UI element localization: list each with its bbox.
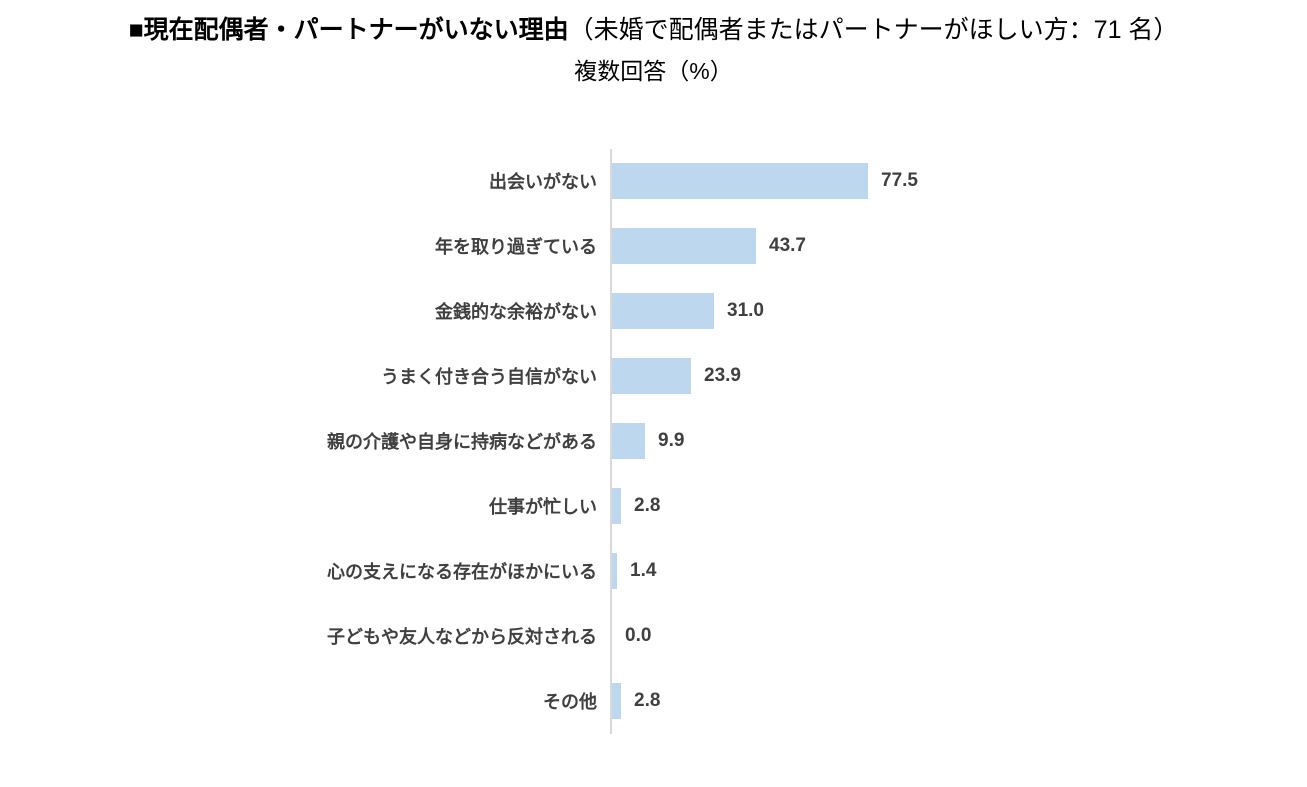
- chart-row: うまく付き合う自信がない 23.9: [238, 343, 1248, 409]
- chart-row: 年を取り過ぎている 43.7: [238, 213, 1248, 279]
- bar: [612, 423, 645, 460]
- bar: [612, 488, 621, 525]
- bar-area: 1.4: [610, 538, 1248, 604]
- value-label: 43.7: [769, 235, 806, 257]
- value-label: 77.5: [881, 170, 918, 192]
- category-label: 仕事が忙しい: [489, 497, 597, 518]
- bar: [612, 163, 868, 200]
- category-label: 出会いがない: [489, 172, 597, 193]
- value-label: 31.0: [727, 300, 764, 322]
- bar-area: 23.9: [610, 343, 1248, 409]
- category-label: 親の介護や自身に持病などがある: [327, 432, 597, 453]
- category-label: 年を取り過ぎている: [435, 237, 597, 258]
- chart-header: ■現在配偶者・パートナーがいない理由（未婚で配偶者またはパートナーがほしい方：7…: [0, 0, 1307, 87]
- chart-row: 金銭的な余裕がない 31.0: [238, 278, 1248, 344]
- chart-row: その他 2.8: [238, 668, 1248, 734]
- chart-row: 出会いがない 77.5: [238, 148, 1248, 214]
- category-label: その他: [543, 692, 597, 713]
- bar-chart: 出会いがない 77.5 年を取り過ぎている 43.7 金銭的な余裕がない 31.…: [238, 148, 1248, 734]
- bar-area: 31.0: [610, 278, 1248, 344]
- chart-row: 子どもや友人などから反対される 0.0: [238, 603, 1248, 669]
- category-label: うまく付き合う自信がない: [381, 367, 597, 388]
- chart-row: 親の介護や自身に持病などがある 9.9: [238, 408, 1248, 474]
- value-label: 2.8: [634, 690, 661, 712]
- chart-row: 仕事が忙しい 2.8: [238, 473, 1248, 539]
- category-label: 心の支えになる存在がほかにいる: [327, 562, 597, 583]
- bar: [612, 683, 621, 720]
- bar: [612, 228, 756, 265]
- chart-title-main: ■現在配偶者・パートナーがいない理由: [128, 16, 569, 44]
- value-label: 2.8: [634, 495, 661, 517]
- value-label: 9.9: [658, 430, 685, 452]
- bar-area: 77.5: [610, 148, 1248, 214]
- category-label: 金銭的な余裕がない: [435, 302, 597, 323]
- bar-area: 43.7: [610, 213, 1248, 279]
- bar: [612, 358, 691, 395]
- bar: [612, 293, 714, 330]
- chart-subtitle: 複数回答（%）: [574, 57, 733, 84]
- bar: [612, 553, 617, 590]
- bar-area: 2.8: [610, 668, 1248, 734]
- bar-area: 9.9: [610, 408, 1248, 474]
- chart-row: 心の支えになる存在がほかにいる 1.4: [238, 538, 1248, 604]
- bar-chart-rows: 出会いがない 77.5 年を取り過ぎている 43.7 金銭的な余裕がない 31.…: [238, 148, 1248, 734]
- category-label: 子どもや友人などから反対される: [327, 627, 597, 648]
- bar-area: 0.0: [610, 603, 1248, 669]
- bar-area: 2.8: [610, 473, 1248, 539]
- chart-title-note: （未婚で配偶者またはパートナーがほしい方：71 名）: [568, 16, 1179, 44]
- chart-title: ■現在配偶者・パートナーがいない理由（未婚で配偶者またはパートナーがほしい方：7…: [0, 14, 1307, 48]
- value-label: 23.9: [704, 365, 741, 387]
- value-label: 1.4: [630, 560, 657, 582]
- value-label: 0.0: [625, 625, 652, 647]
